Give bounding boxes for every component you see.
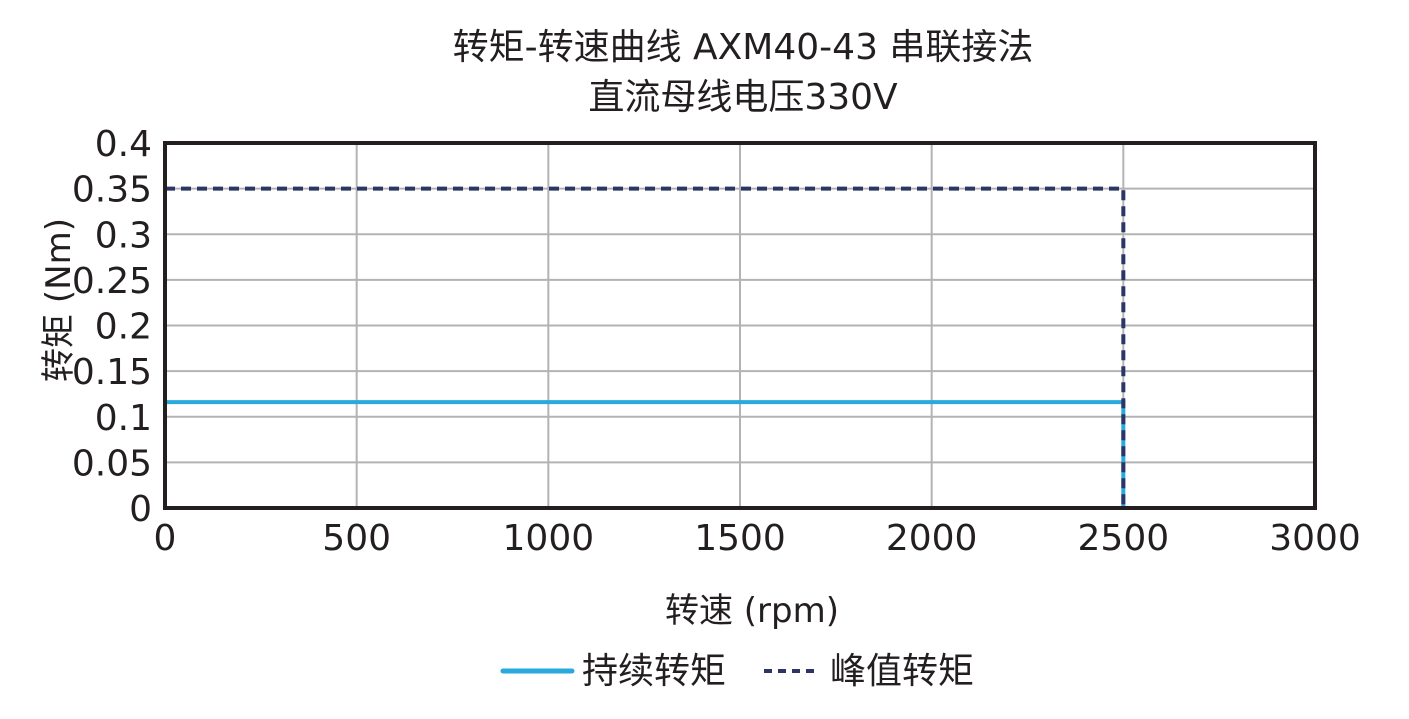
legend-label-peak: 峰值转矩 [830,651,974,692]
series-continuous-torque [165,400,1126,508]
y-axis-label: 转矩 (Nm) [39,218,79,382]
series-peak-torque [165,186,1126,508]
legend-label-continuous: 持续转矩 [582,651,726,692]
y-tick-label: 0.1 [95,398,152,439]
plot-frame [163,141,1317,510]
x-tick-label: 3000 [1269,518,1361,559]
x-tick-label: 2500 [1078,518,1170,559]
x-tick-label: 1500 [694,518,786,559]
x-tick-label: 1000 [503,518,595,559]
y-tick-label: 0.05 [72,443,152,484]
y-tick-label: 0 [129,489,152,530]
y-tick-label: 0.25 [72,261,152,302]
x-tick-label: 0 [154,518,177,559]
y-tick-label: 0.3 [95,215,152,256]
y-tick-label: 0.35 [72,170,152,211]
x-tick-label: 2000 [886,518,978,559]
y-tick-label: 0.2 [95,307,152,348]
chart-subtitle: 直流母线电压330V [588,77,898,118]
x-axis-label: 转速 (rpm) [665,591,839,631]
y-tick-label: 0.4 [95,124,152,165]
x-tick-label: 500 [322,518,391,559]
y-tick-label: 0.15 [72,352,152,393]
chart-title: 转矩-转速曲线 AXM40-43 串联接法 [452,27,1034,68]
